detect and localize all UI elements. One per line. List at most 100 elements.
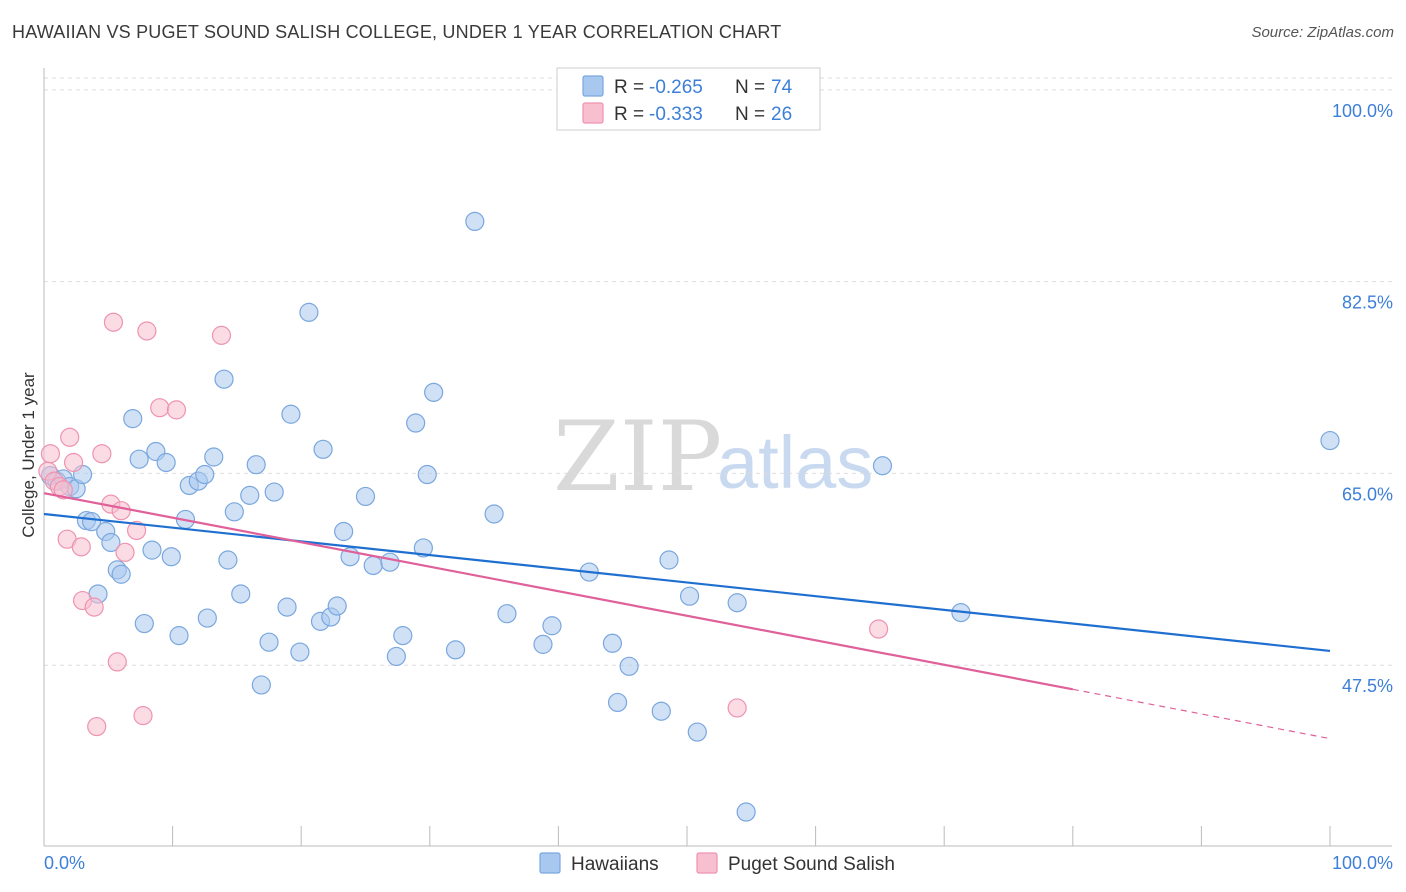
salish-point bbox=[103, 312, 124, 332]
salish-point bbox=[53, 480, 73, 500]
legend-hawaiians-n-value: 74 bbox=[771, 77, 793, 98]
gridlines bbox=[44, 77, 1392, 666]
hawaiians-point bbox=[727, 593, 747, 613]
hawaiians-point bbox=[134, 613, 154, 634]
bottom-legend-hawaiians-label: Hawaiians bbox=[571, 854, 659, 875]
hawaiians-point bbox=[1320, 430, 1340, 451]
salish-point bbox=[71, 537, 91, 557]
series-hawaiians bbox=[40, 211, 1340, 822]
hawaiians-point bbox=[129, 449, 149, 469]
hawaiians-point bbox=[413, 538, 433, 558]
salish-trendline bbox=[43, 492, 1074, 691]
hawaiians-point bbox=[533, 634, 553, 654]
trendlines bbox=[43, 492, 1331, 740]
hawaiians-point bbox=[101, 532, 121, 553]
legend-salish-n-value: 26 bbox=[771, 104, 792, 125]
legend-hawaiians-n-label: N = bbox=[735, 77, 765, 98]
legend-salish-r-value: -0.333 bbox=[649, 104, 703, 125]
salish-point bbox=[63, 452, 84, 473]
salish-point bbox=[727, 698, 747, 718]
hawaiians-point bbox=[417, 464, 437, 485]
hawaiians-point bbox=[231, 584, 251, 604]
hawaiians-point bbox=[497, 604, 517, 624]
salish-point bbox=[92, 444, 112, 464]
hawaiians-point bbox=[424, 382, 444, 402]
hawaiians-point bbox=[251, 675, 271, 695]
legend-salish-r-label: R = bbox=[614, 104, 644, 125]
y-tick-label: 65.0% bbox=[1342, 484, 1393, 504]
salish-point bbox=[166, 400, 187, 420]
series-puget-sound-salish bbox=[38, 312, 889, 737]
hawaiians-point bbox=[246, 455, 266, 475]
hawaiians-point bbox=[111, 564, 131, 584]
legend-hawaiians-r-value: -0.265 bbox=[649, 77, 703, 98]
hawaiians-trendline bbox=[43, 512, 1331, 653]
hawaiians-point bbox=[290, 642, 310, 662]
hawaiians-point bbox=[607, 692, 628, 713]
hawaiians-point bbox=[619, 656, 639, 676]
hawaiians-point bbox=[224, 502, 244, 522]
hawaiians-point bbox=[197, 608, 217, 628]
salish-point bbox=[133, 706, 153, 726]
salish-point bbox=[211, 325, 232, 345]
salish-point bbox=[40, 444, 61, 464]
salish-trendline-extension bbox=[1072, 688, 1331, 740]
hawaiians-point bbox=[380, 552, 400, 572]
y-tick-label: 100.0% bbox=[1332, 101, 1393, 121]
hawaiians-point bbox=[161, 547, 181, 567]
hawaiians-point bbox=[363, 555, 383, 576]
hawaiians-point bbox=[334, 521, 354, 542]
hawaiians-point bbox=[259, 632, 279, 652]
hawaiians-point bbox=[465, 211, 485, 232]
hawaiians-point bbox=[659, 550, 679, 570]
y-tick-labels: 47.5% 65.0% 82.5% 100.0% bbox=[1332, 101, 1393, 696]
hawaiians-point bbox=[169, 626, 189, 646]
hawaiians-point bbox=[204, 447, 224, 467]
bottom-legend-hawaiians-swatch bbox=[539, 852, 561, 874]
legend-salish-swatch bbox=[582, 102, 604, 124]
salish-point bbox=[126, 520, 147, 541]
hawaiians-point bbox=[214, 369, 234, 389]
hawaiians-point bbox=[277, 597, 297, 617]
bottom-legend: Hawaiians Puget Sound Salish bbox=[539, 852, 895, 875]
hawaiians-point bbox=[195, 464, 215, 485]
legend-hawaiians-swatch bbox=[582, 75, 604, 97]
bottom-legend-salish-label: Puget Sound Salish bbox=[728, 854, 895, 875]
hawaiians-point bbox=[484, 504, 504, 524]
source-credit: Source: ZipAtlas.com bbox=[1251, 24, 1394, 41]
salish-point bbox=[87, 716, 107, 737]
hawaiians-point bbox=[240, 485, 260, 505]
salish-point bbox=[111, 501, 131, 521]
y-axis-title: College, Under 1 year bbox=[19, 372, 38, 538]
legend-salish-n-label: N = bbox=[735, 104, 765, 125]
salish-point bbox=[115, 542, 135, 562]
hawaiians-point bbox=[123, 409, 143, 429]
hawaiians-point bbox=[393, 626, 413, 646]
bottom-legend-salish-swatch bbox=[696, 852, 718, 874]
hawaiians-point bbox=[313, 439, 333, 459]
hawaiians-point bbox=[445, 640, 466, 660]
legend-hawaiians-r-label: R = bbox=[614, 77, 644, 98]
hawaiians-point bbox=[651, 701, 671, 721]
hawaiians-point bbox=[218, 550, 238, 570]
hawaiians-point bbox=[386, 646, 406, 667]
watermark-zip: ZIP bbox=[553, 401, 722, 513]
chart-title: HAWAIIAN VS PUGET SOUND SALISH COLLEGE, … bbox=[12, 22, 782, 42]
salish-point bbox=[60, 427, 80, 447]
hawaiians-point bbox=[602, 633, 623, 653]
hawaiians-point bbox=[406, 413, 426, 433]
hawaiians-point bbox=[156, 452, 176, 473]
salish-point bbox=[137, 321, 157, 341]
hawaiians-point bbox=[355, 486, 376, 507]
hawaiians-point bbox=[264, 482, 284, 502]
legend-box: R = -0.265 N = 74 R = -0.333 N = 26 bbox=[556, 67, 821, 131]
hawaiians-point bbox=[281, 404, 301, 424]
hawaiians-point bbox=[542, 616, 562, 636]
hawaiians-point bbox=[81, 512, 102, 532]
x-tick-label-max: 100.0% bbox=[1332, 853, 1393, 873]
hawaiians-point bbox=[687, 722, 707, 742]
y-tick-label: 47.5% bbox=[1342, 676, 1393, 696]
salish-point bbox=[84, 597, 104, 617]
hawaiians-point bbox=[299, 302, 319, 322]
